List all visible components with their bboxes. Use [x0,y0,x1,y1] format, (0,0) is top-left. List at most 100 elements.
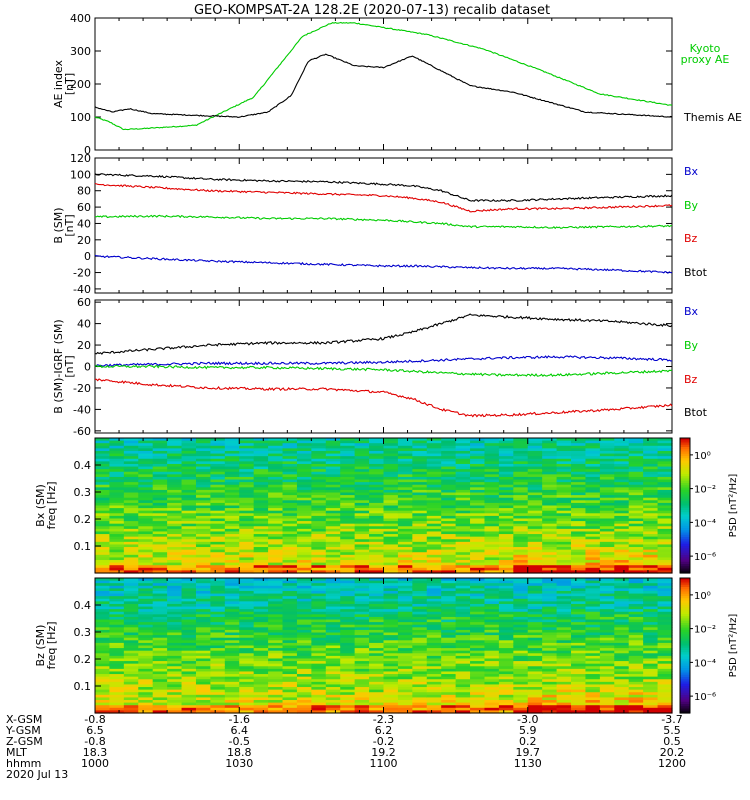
spectrogram-cell [542,502,558,507]
spectrogram-cell [109,635,125,639]
spectrogram-cell [282,552,298,556]
spectrogram-cell [397,544,413,548]
spectrogram-cell [95,694,111,699]
spectrogram-cell [383,461,399,465]
spectrogram-cell [527,557,543,561]
spectrogram-cell [95,640,111,644]
spectrogram-cell [369,684,385,688]
spectrogram-cell [325,580,341,584]
spectrogram-cell [527,508,543,512]
spectrogram-cell [498,629,514,634]
spectrogram-cell [296,601,312,605]
spectrogram-cell [195,497,212,501]
spectrogram-cell [224,450,240,455]
spectrogram-cell [195,629,212,634]
y-tick-label: 0.3 [74,626,92,639]
spectrogram-cell [239,438,255,442]
spectrogram-cell [123,438,139,442]
spectrogram-cell [470,590,486,595]
spectrogram-cell [599,534,615,538]
spectrogram-cell [571,637,587,641]
spectrogram-cell [268,637,284,641]
spectrogram-cell [643,650,659,654]
spectrogram-cell [426,632,442,636]
spectrogram-cell [571,469,587,473]
spectrogram-cell [585,658,601,662]
spectrogram-cell [354,500,370,504]
spectrogram-cell [181,622,197,626]
spectrogram-cell [181,661,197,665]
spectrogram-cell [614,622,630,626]
spectrogram-cell [138,562,154,566]
spectrogram-cell [513,560,529,564]
spectrogram-cell [239,624,255,628]
spectrogram-cell [484,668,500,673]
spectrogram-cell [614,502,630,507]
spectrogram-cell [542,570,558,574]
spectrogram-cell [268,489,284,494]
spectrogram-cell [542,456,558,460]
spectrogram-cell [470,528,486,533]
colorbar-segment [680,557,690,561]
spectrogram-cell [123,655,139,660]
colorbar-segment [680,519,690,522]
spectrogram-cell [253,619,269,623]
colorbar-segment [680,686,690,689]
spectrogram-cell [167,666,183,670]
spectrogram-cell [571,702,587,706]
spectrogram-cell [498,603,514,608]
spectrogram-cell [123,676,139,680]
spectrogram-cell [268,531,284,535]
spectrogram-cell [123,560,139,564]
spectrogram-cell [181,567,197,572]
spectrogram-cell [152,505,168,509]
spectrogram-cell [109,692,125,696]
spectrogram-cell [152,601,168,605]
spectrogram-cell [383,681,399,686]
spectrogram-cell [138,596,154,600]
spectrogram-cell [195,487,212,491]
spectrogram-cell [95,642,111,647]
spectrogram-cell [542,707,558,712]
spectrogram-cell [498,489,514,494]
spectrogram-cell [195,590,212,595]
spectrogram-cell [138,448,154,452]
spectrogram-cell [354,616,370,621]
spectrogram-cell [95,619,111,623]
spectrogram-cell [513,707,529,712]
spectrogram-cell [340,614,356,618]
spectrogram-cell [397,637,413,641]
spectrogram-cell [614,461,630,465]
spectrogram-cell [268,515,284,520]
spectrogram-cell [556,534,572,538]
spectrogram-cell [167,495,183,499]
colorbar-segment [680,638,690,642]
spectrogram-cell [195,653,212,657]
spectrogram-cell [397,487,413,491]
plot-frame [94,17,673,151]
spectrogram-cell [657,523,673,527]
spectrogram-cell [123,552,139,556]
spectrogram-cell [643,562,659,566]
spectrogram-cell [426,489,442,494]
spectrogram-cell [614,674,630,678]
spectrogram-cell [643,609,659,613]
spectrogram-cell [426,463,442,468]
spectrogram-cell [513,521,529,525]
spectrogram-cell [181,565,197,569]
spectrogram-cell [311,637,327,641]
spectrogram-cell [498,700,514,704]
spectrogram-cell [95,547,111,551]
spectrogram-cell [614,526,630,530]
spectrogram-cell [643,463,659,468]
spectrogram-cell [585,635,601,639]
spectrogram-cell [354,539,370,543]
spectrogram-cell [282,676,298,680]
spectrogram-cell [296,549,312,553]
spectrogram-cell [383,515,399,520]
spectrogram-cell [282,637,298,641]
spectrogram-cell [585,495,601,499]
spectrogram-cell [441,684,457,688]
spectrogram-cell [556,624,572,628]
series-kyoto-proxy-ae [94,21,673,131]
